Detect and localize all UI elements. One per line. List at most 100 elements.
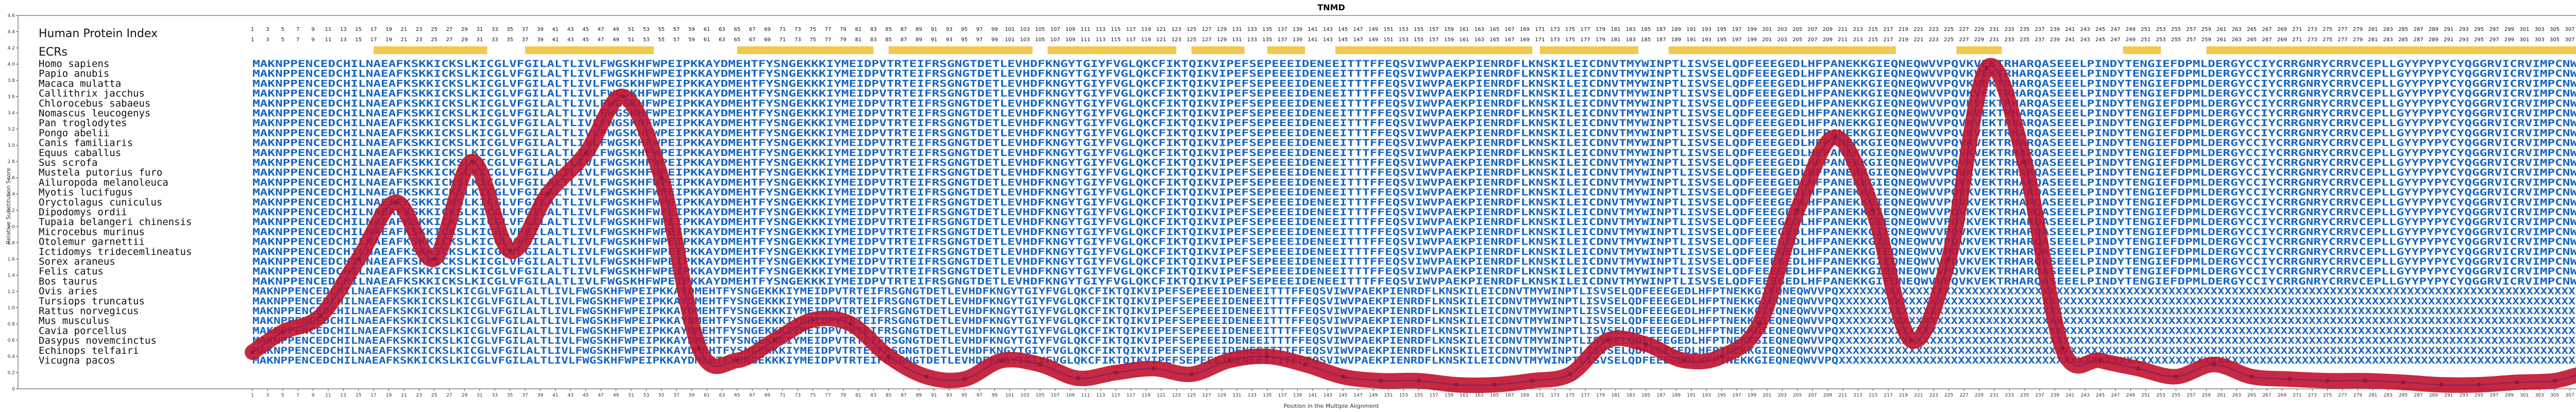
y-tick-label: 0.8 (8, 322, 15, 327)
position-number: 11 (325, 27, 332, 32)
position-number: 275 (2323, 27, 2332, 32)
position-number: 131 (1232, 37, 1242, 43)
position-number: 227 (1959, 27, 1969, 32)
position-number: 239 (2050, 27, 2060, 32)
position-number: 63 (719, 27, 725, 32)
position-number: 189 (1671, 37, 1681, 43)
position-number: 301 (2519, 37, 2529, 43)
sequence-row: MAKNPPENCEDCHILNAEAFKSKKICKSLKICGLVFGILA… (252, 88, 2576, 99)
x-tick-label: 11 (325, 393, 331, 398)
position-number: 187 (1656, 37, 1666, 43)
x-tick-label: 103 (1021, 393, 1029, 398)
x-tick-label: 213 (1854, 393, 1862, 398)
position-number: 195 (1717, 37, 1726, 43)
position-number: 93 (946, 37, 953, 43)
ecr-bar (2206, 46, 2576, 54)
species-name: Ictidomys tridecemlineatus (39, 246, 192, 258)
position-number: 67 (749, 37, 756, 43)
x-tick-label: 117 (1127, 393, 1136, 398)
x-tick-label: 147 (1354, 393, 1363, 398)
species-name: Vicugna pacos (39, 355, 115, 366)
data-point (924, 374, 929, 379)
x-tick-label: 293 (2460, 393, 2468, 398)
data-point (1946, 256, 1951, 261)
sequence-row: MAKNPPENCEDCHILNAEAFKSKKICKSLKICGLVFGILA… (252, 187, 2576, 198)
position-number: 29 (461, 37, 468, 43)
series-line-core (252, 64, 2576, 386)
x-tick-label: 137 (1278, 393, 1287, 398)
sequence-row: MAKNPPENCEDCHILNAEAFKSKKICKSLKICGLVFGILA… (252, 345, 2576, 356)
data-point (318, 314, 323, 318)
x-tick-label: 57 (673, 393, 679, 398)
position-number: 69 (764, 27, 771, 32)
x-tick-label: 231 (1990, 393, 1998, 398)
x-tick-label: 25 (431, 393, 437, 398)
x-tick-label: 279 (2353, 393, 2362, 398)
x-tick-label: 225 (1944, 393, 1953, 398)
position-number: 157 (1429, 27, 1439, 32)
position-number: 7 (296, 37, 299, 43)
data-point (2287, 377, 2292, 382)
x-tick-label: 173 (1551, 393, 1560, 398)
position-number: 111 (1080, 27, 1090, 32)
data-point (356, 256, 361, 261)
position-number: 99 (991, 27, 998, 32)
position-number: 143 (1323, 37, 1333, 43)
x-tick-label: 3 (266, 393, 269, 398)
y-axis-label: Relative Substitution Score (5, 167, 12, 244)
x-tick-label: 191 (1687, 393, 1696, 398)
species-name: Mus musculus (39, 315, 109, 327)
y-tick-label: 3.2 (8, 127, 15, 132)
position-number: 151 (1383, 27, 1393, 32)
data-point (1606, 338, 1611, 342)
position-number: 229 (1974, 27, 1984, 32)
x-tick-label: 149 (1369, 393, 1378, 398)
data-point (962, 377, 967, 382)
x-tick-label: 285 (2399, 393, 2408, 398)
data-point (546, 192, 550, 196)
position-numbers: 1133557799111113131515171719192121232325… (251, 27, 2575, 43)
position-number: 119 (1141, 27, 1151, 32)
position-number: 211 (1838, 27, 1848, 32)
x-tick-label: 185 (1641, 393, 1650, 398)
substitution-line (245, 58, 2576, 393)
data-point (2174, 374, 2178, 379)
position-number: 85 (885, 27, 892, 32)
species-name: Ailuropoda melanoleuca (39, 177, 168, 188)
x-tick-label: 267 (2262, 393, 2271, 398)
position-number: 119 (1141, 37, 1151, 43)
position-number: 253 (2156, 37, 2166, 43)
position-number: 3 (266, 37, 269, 43)
x-tick-label: 233 (2005, 393, 2014, 398)
position-number: 285 (2398, 27, 2408, 32)
position-number: 187 (1656, 27, 1666, 32)
position-number: 131 (1232, 27, 1242, 32)
position-number: 189 (1671, 27, 1681, 32)
data-point (1985, 66, 1989, 71)
sequence-row: MAKNPPENCEDCHILNAEAFKSKKICKSLKICGLVFGILA… (252, 256, 2576, 267)
position-number: 225 (1944, 27, 1954, 32)
position-number: 139 (1293, 37, 1302, 43)
position-number: 295 (2474, 27, 2484, 32)
position-number: 243 (2080, 37, 2090, 43)
x-tick-label: 5 (281, 393, 284, 398)
x-tick-label: 35 (507, 393, 513, 398)
x-tick-label: 239 (2050, 393, 2059, 398)
data-point (1871, 208, 1875, 213)
data-point (2552, 379, 2557, 383)
x-tick-label: 183 (1626, 393, 1635, 398)
position-number: 155 (1414, 37, 1423, 43)
data-point (1038, 362, 1042, 367)
species-name: Ovis aries (39, 286, 97, 297)
position-number: 267 (2262, 27, 2272, 32)
ecr-bar (1191, 46, 1245, 54)
x-tick-label: 209 (1823, 393, 1832, 398)
position-number: 191 (1686, 37, 1696, 43)
position-number: 105 (1035, 27, 1045, 32)
position-number: 295 (2474, 37, 2484, 43)
species-name: Equus caballus (39, 147, 121, 159)
ecr-bar (2123, 46, 2161, 54)
sequence-row: MAKNPPENCEDCHILNAEAFKSKKICKSLKICGLVFGILA… (252, 108, 2576, 119)
position-number: 125 (1187, 27, 1196, 32)
